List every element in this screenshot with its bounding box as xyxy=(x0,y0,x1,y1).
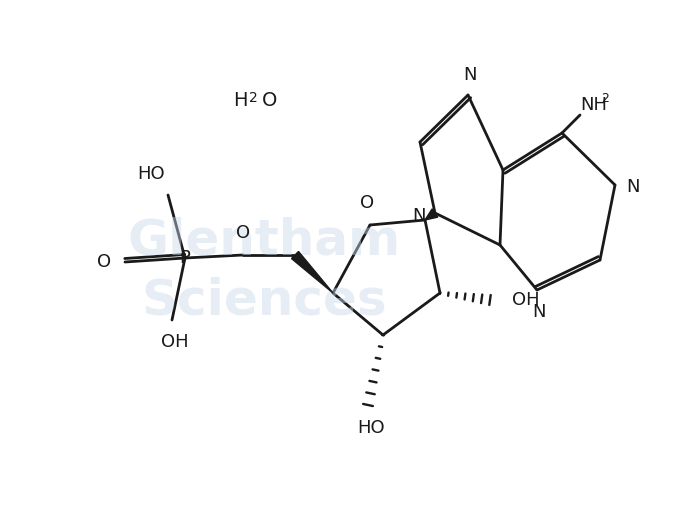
Text: H: H xyxy=(233,90,248,110)
Text: Glentham
Sciences: Glentham Sciences xyxy=(128,217,401,324)
Text: OH: OH xyxy=(161,333,189,351)
Polygon shape xyxy=(425,209,438,220)
Text: N: N xyxy=(532,303,546,321)
Polygon shape xyxy=(292,252,333,293)
Text: HO: HO xyxy=(137,165,165,183)
Text: OH: OH xyxy=(512,291,539,309)
Text: NH: NH xyxy=(580,96,607,114)
Text: N: N xyxy=(464,66,477,84)
Text: O: O xyxy=(236,224,250,242)
Text: N: N xyxy=(413,207,426,225)
Text: N: N xyxy=(626,178,640,196)
Text: 2: 2 xyxy=(601,92,609,105)
Text: 2: 2 xyxy=(249,91,258,105)
Text: O: O xyxy=(262,90,278,110)
Text: O: O xyxy=(97,253,111,271)
Text: O: O xyxy=(360,194,374,212)
Text: P: P xyxy=(180,249,191,267)
Text: HO: HO xyxy=(357,419,385,437)
